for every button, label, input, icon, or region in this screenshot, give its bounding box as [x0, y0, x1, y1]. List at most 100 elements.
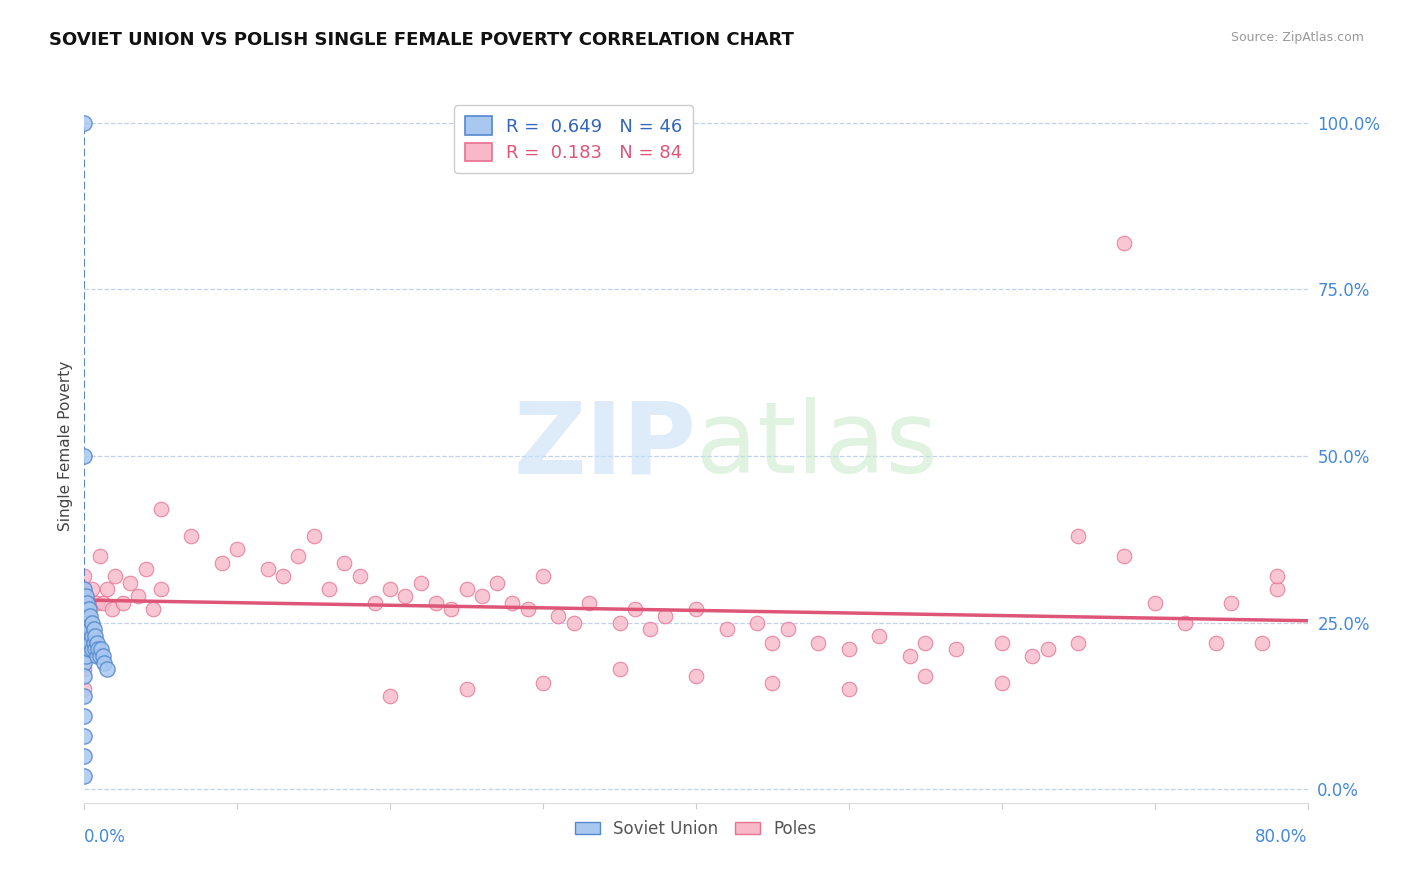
Point: [101, 602, 124, 616]
Point: [1265, 582, 1288, 597]
Point: [440, 602, 463, 616]
Soviet Union: [84, 642, 107, 657]
Point: [73, 636, 96, 650]
Soviet Union: [84, 629, 107, 643]
Soviet Union: [76, 596, 98, 610]
Text: atlas: atlas: [696, 398, 938, 494]
Point: [547, 609, 569, 624]
Soviet Union: [93, 656, 115, 670]
Text: Source: ZipAtlas.com: Source: ZipAtlas.com: [1230, 31, 1364, 45]
Point: [609, 615, 631, 630]
Point: [502, 596, 524, 610]
Soviet Union: [89, 649, 111, 664]
Point: [638, 623, 661, 637]
Point: [624, 602, 647, 616]
Soviet Union: [73, 609, 96, 624]
Point: [1205, 636, 1227, 650]
Soviet Union: [73, 615, 96, 630]
Point: [409, 575, 432, 590]
Point: [716, 623, 738, 637]
Point: [991, 675, 1014, 690]
Soviet Union: [87, 642, 110, 657]
Point: [654, 609, 676, 624]
Point: [609, 662, 631, 676]
Soviet Union: [75, 615, 97, 630]
Point: [111, 596, 134, 610]
Point: [91, 596, 114, 610]
Point: [180, 529, 202, 543]
Soviet Union: [73, 769, 96, 783]
Point: [86, 596, 108, 610]
Soviet Union: [96, 662, 118, 676]
Point: [318, 582, 340, 597]
Point: [1265, 569, 1288, 583]
Soviet Union: [80, 642, 103, 657]
Point: [1174, 615, 1197, 630]
Point: [1114, 235, 1136, 250]
Point: [1067, 636, 1090, 650]
Soviet Union: [73, 656, 96, 670]
Point: [1067, 529, 1090, 543]
Point: [380, 689, 402, 703]
Soviet Union: [83, 623, 105, 637]
Point: [135, 562, 157, 576]
Point: [456, 582, 478, 597]
Soviet Union: [73, 623, 96, 637]
Text: SOVIET UNION VS POLISH SINGLE FEMALE POVERTY CORRELATION CHART: SOVIET UNION VS POLISH SINGLE FEMALE POV…: [49, 31, 794, 49]
Point: [1036, 642, 1059, 657]
Soviet Union: [80, 615, 103, 630]
Point: [127, 589, 149, 603]
Point: [991, 636, 1014, 650]
Soviet Union: [77, 629, 100, 643]
Point: [142, 602, 165, 616]
Point: [761, 636, 783, 650]
Soviet Union: [77, 642, 100, 657]
Point: [120, 575, 142, 590]
Point: [302, 529, 325, 543]
Point: [914, 669, 936, 683]
Text: ZIP: ZIP: [513, 398, 696, 494]
Point: [914, 636, 936, 650]
Soviet Union: [73, 749, 96, 764]
Point: [578, 596, 600, 610]
Soviet Union: [73, 602, 96, 616]
Point: [898, 649, 921, 664]
Point: [1143, 596, 1166, 610]
Soviet Union: [73, 449, 96, 463]
Soviet Union: [73, 709, 96, 723]
Soviet Union: [76, 609, 98, 624]
Point: [349, 569, 371, 583]
Point: [747, 615, 769, 630]
Soviet Union: [73, 729, 96, 743]
Point: [89, 549, 111, 563]
Point: [257, 562, 280, 576]
Point: [149, 502, 172, 516]
Soviet Union: [73, 689, 96, 703]
Soviet Union: [75, 602, 97, 616]
Point: [425, 596, 447, 610]
Point: [73, 682, 96, 697]
Point: [211, 556, 233, 570]
Point: [807, 636, 830, 650]
Point: [838, 682, 860, 697]
Point: [456, 682, 478, 697]
Text: 0.0%: 0.0%: [84, 828, 127, 846]
Text: 80.0%: 80.0%: [1256, 828, 1308, 846]
Legend: Soviet Union, Poles: Soviet Union, Poles: [568, 814, 824, 845]
Soviet Union: [86, 636, 108, 650]
Point: [869, 629, 891, 643]
Point: [80, 582, 103, 597]
Point: [776, 623, 799, 637]
Point: [1021, 649, 1043, 664]
Point: [394, 589, 416, 603]
Point: [96, 582, 118, 597]
Point: [149, 582, 172, 597]
Soviet Union: [73, 582, 96, 597]
Soviet Union: [90, 642, 112, 657]
Point: [486, 575, 509, 590]
Soviet Union: [79, 623, 101, 637]
Point: [1220, 596, 1243, 610]
Point: [364, 596, 387, 610]
Soviet Union: [83, 636, 105, 650]
Point: [333, 556, 356, 570]
